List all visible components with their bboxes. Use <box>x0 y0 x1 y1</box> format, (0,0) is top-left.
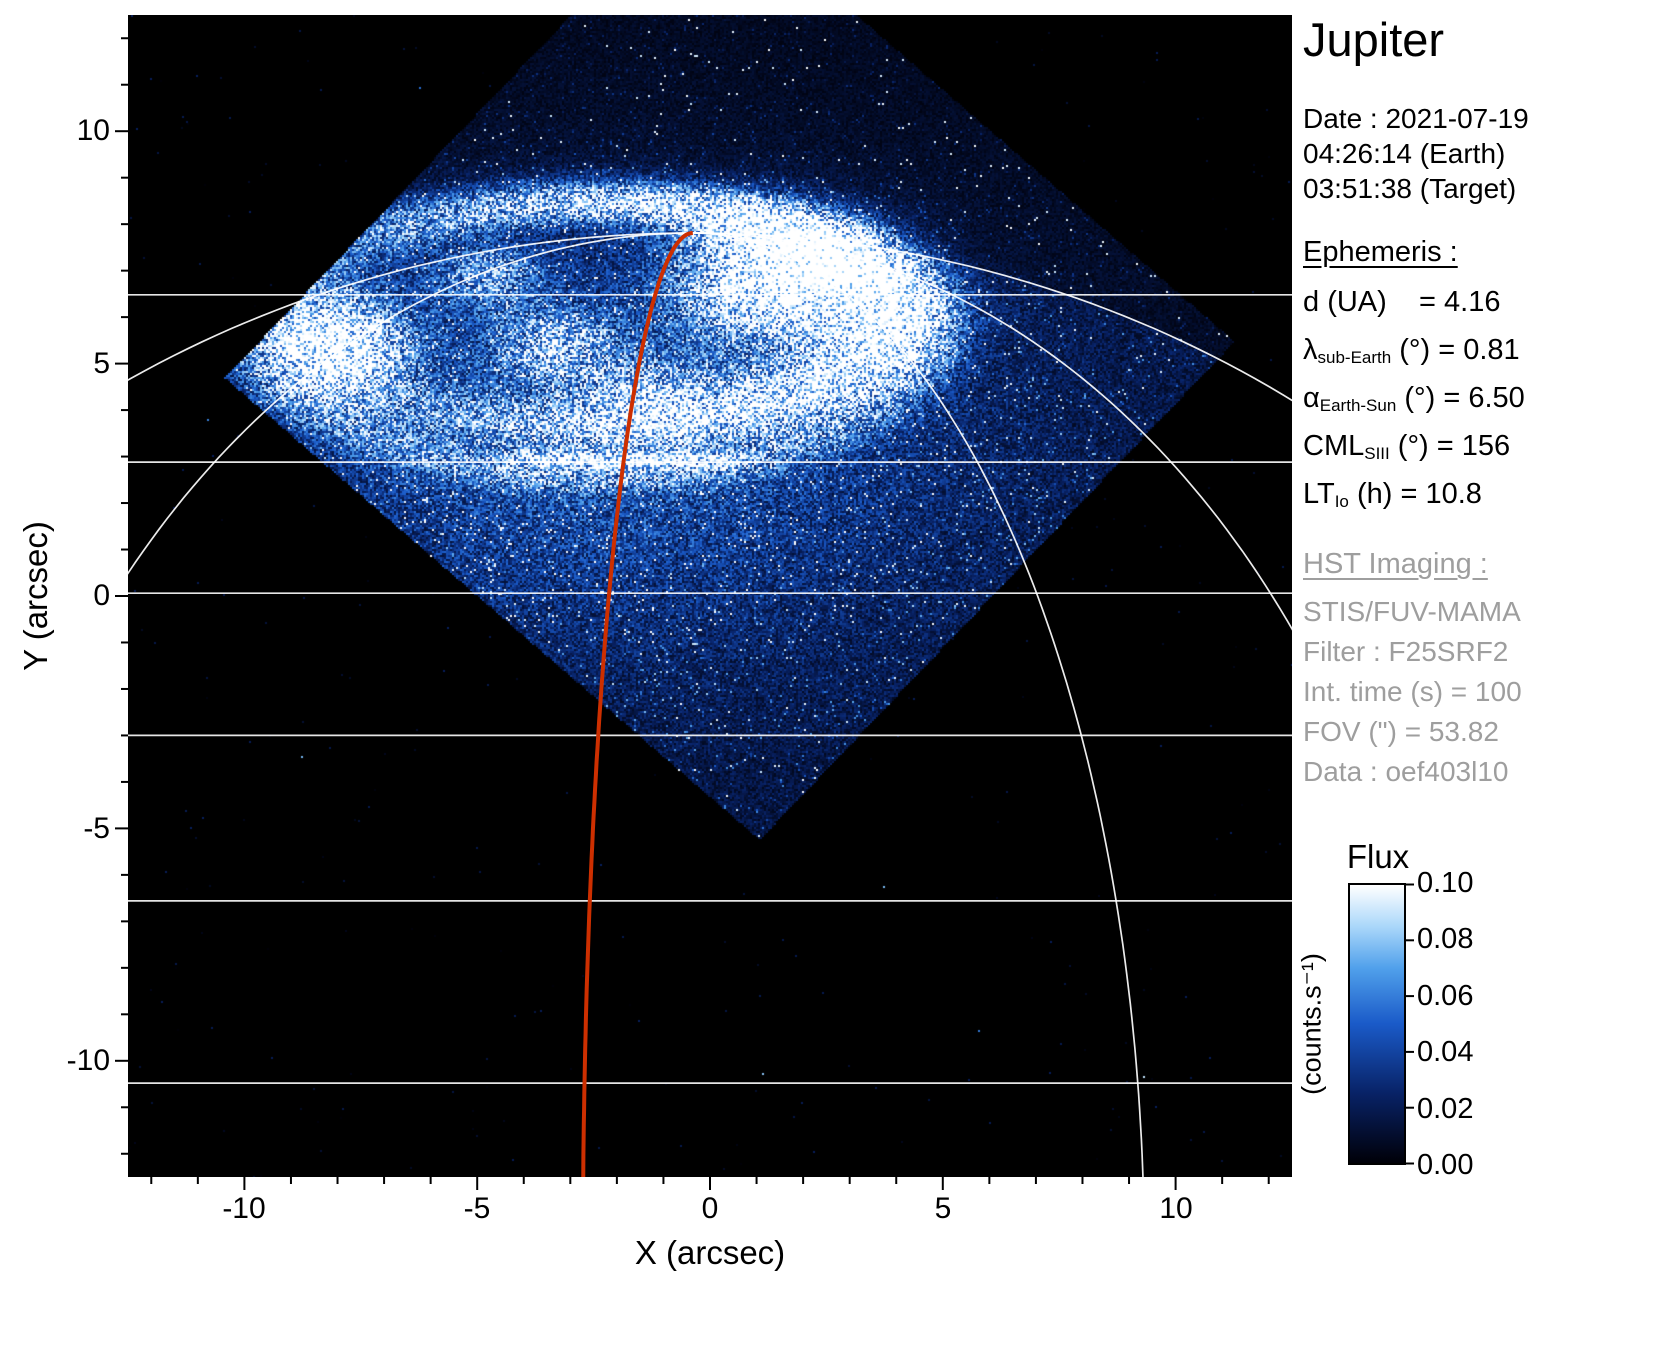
hst-int-time-line: Int. time (s) = 100 <box>1303 676 1522 707</box>
x-axis-title: X (arcsec) <box>634 1234 786 1271</box>
colorbar-ticks <box>1406 883 1414 1165</box>
x-tick-label: 5 <box>934 1192 952 1225</box>
colorbar-title: Flux <box>1346 838 1410 875</box>
target-title: Jupiter <box>1303 13 1445 66</box>
x-tick-label: 0 <box>701 1192 719 1225</box>
ephemeris-subscript: Io <box>1334 492 1349 511</box>
y-tick-label: -5 <box>83 812 110 845</box>
ephemeris-table: d (UA) = 4.16 λsub-Earth (°) = 0.81 αEar… <box>1303 282 1675 522</box>
ephemeris-symbol: CML <box>1303 430 1365 462</box>
y-tick-label: 5 <box>93 347 110 380</box>
colorbar-tick-label: 0.00 <box>1417 1149 1474 1181</box>
hst-imaging-heading: HST Imaging : <box>1303 548 1488 580</box>
colorbar-tick-label: 0.02 <box>1417 1093 1474 1125</box>
ephemeris-value: (UA) = 4.16 <box>1319 286 1501 318</box>
ephemeris-value: (°) = 156 <box>1389 430 1511 462</box>
hst-detector-line: STIS/FUV-MAMA <box>1303 596 1521 627</box>
date-line: Date : 2021-07-19 <box>1303 103 1529 134</box>
y-axis-ticks <box>115 37 128 1155</box>
ephemeris-value: (°) = 0.81 <box>1391 334 1520 366</box>
ephemeris-subscript: SIII <box>1364 444 1390 463</box>
ephemeris-row-cml: CMLSIII (°) = 156 <box>1303 426 1675 474</box>
plot-area <box>128 15 1292 1177</box>
graticule-overlay <box>128 231 1292 1177</box>
ephemeris-heading: Ephemeris : <box>1303 236 1458 268</box>
y-tick-label: -10 <box>66 1044 110 1077</box>
ephemeris-subscript: Earth-Sun <box>1319 396 1397 415</box>
observation-datetime: Date : 2021-07-19 04:26:14 (Earth) 03:51… <box>1303 101 1675 206</box>
y-axis-title: Y (arcsec) <box>17 521 54 671</box>
ephemeris-symbol: d <box>1303 286 1320 318</box>
x-tick-label: -10 <box>222 1192 266 1225</box>
ephemeris-row-distance: d (UA) = 4.16 <box>1303 282 1675 330</box>
ephemeris-symbol: α <box>1303 382 1320 414</box>
x-axis-ticks <box>150 1177 1270 1190</box>
earth-time-line: 04:26:14 (Earth) <box>1303 138 1506 169</box>
colorbar-gradient <box>1348 883 1406 1165</box>
hst-dataset-line: Data : oef403l10 <box>1303 756 1509 787</box>
ephemeris-row-sub-earth-lat: λsub-Earth (°) = 0.81 <box>1303 330 1675 378</box>
hst-fov-line: FOV (") = 53.82 <box>1303 716 1499 747</box>
colorbar-tick-label: 0.08 <box>1417 923 1474 955</box>
hst-imaging-block: STIS/FUV-MAMA Filter : F25SRF2 Int. time… <box>1303 592 1675 792</box>
colorbar-tick-label: 0.04 <box>1417 1036 1474 1068</box>
ephemeris-subscript: sub-Earth <box>1317 348 1392 367</box>
info-panel: Jupiter Date : 2021-07-19 04:26:14 (Eart… <box>1303 0 1675 792</box>
x-tick-label: 10 <box>1159 1192 1193 1225</box>
ephemeris-value: (h) = 10.8 <box>1348 478 1482 510</box>
aurora-image-canvas <box>128 15 1292 1177</box>
ephemeris-symbol: LT <box>1303 478 1335 510</box>
ephemeris-value: (°) = 6.50 <box>1396 382 1525 414</box>
ephemeris-symbol: λ <box>1303 334 1318 366</box>
colorbar-unit-label: (counts.s⁻¹) <box>1296 953 1327 1095</box>
x-tick-label: -5 <box>463 1192 491 1225</box>
y-tick-label: 10 <box>76 114 110 147</box>
y-tick-label: 0 <box>93 579 110 612</box>
ephemeris-row-io-local-time: LTIo (h) = 10.8 <box>1303 474 1675 522</box>
target-time-line: 03:51:38 (Target) <box>1303 173 1517 204</box>
colorbar-tick-label: 0.06 <box>1417 980 1474 1012</box>
hst-filter-line: Filter : F25SRF2 <box>1303 636 1509 667</box>
colorbar-tick-label: 0.10 <box>1417 867 1474 899</box>
ephemeris-row-phase-angle: αEarth-Sun (°) = 6.50 <box>1303 378 1675 426</box>
